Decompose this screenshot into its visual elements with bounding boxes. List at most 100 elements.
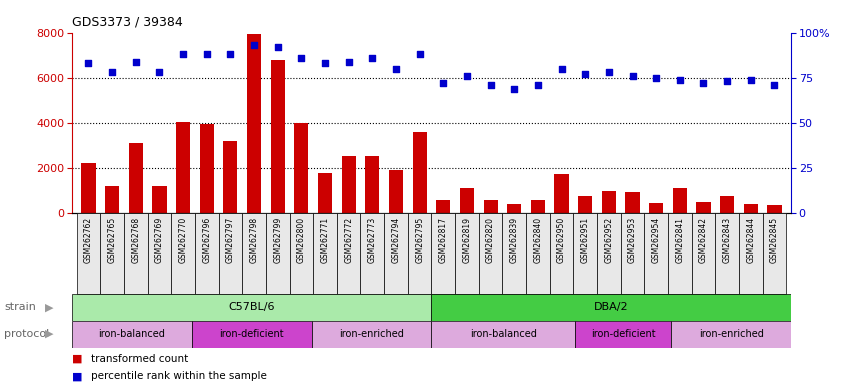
Text: GSM262770: GSM262770	[179, 217, 188, 263]
Text: GSM262954: GSM262954	[651, 217, 661, 263]
Text: GSM262799: GSM262799	[273, 217, 283, 263]
Bar	[597, 213, 621, 294]
Point	[342, 58, 355, 65]
Text: GSM262795: GSM262795	[415, 217, 424, 263]
Text: GSM262794: GSM262794	[392, 217, 400, 263]
Text: GSM262817: GSM262817	[439, 217, 448, 263]
Bar	[105, 186, 119, 213]
Bar	[575, 321, 671, 348]
Text: GSM262951: GSM262951	[580, 217, 590, 263]
Bar	[81, 164, 96, 213]
Text: GSM262952: GSM262952	[604, 217, 613, 263]
Point	[176, 51, 190, 57]
Point	[413, 51, 426, 57]
Point	[437, 80, 450, 86]
Bar	[621, 213, 645, 294]
Bar	[460, 188, 474, 213]
Bar	[507, 204, 521, 213]
Bar	[645, 213, 668, 294]
Text: ▶: ▶	[45, 329, 53, 339]
Bar	[413, 132, 426, 213]
Bar	[266, 213, 289, 294]
Bar	[692, 213, 716, 294]
Bar	[337, 213, 360, 294]
Text: DBA/2: DBA/2	[594, 302, 629, 312]
Point	[318, 60, 332, 66]
Text: percentile rank within the sample: percentile rank within the sample	[91, 371, 266, 381]
Text: GSM262819: GSM262819	[463, 217, 471, 263]
Bar	[673, 188, 687, 213]
Bar	[408, 213, 431, 294]
Point	[508, 86, 521, 92]
Text: transformed count: transformed count	[91, 354, 188, 364]
Bar	[384, 213, 408, 294]
Point	[152, 69, 166, 75]
Bar	[503, 213, 526, 294]
Text: GSM262820: GSM262820	[486, 217, 495, 263]
Bar	[171, 213, 195, 294]
Bar	[762, 213, 786, 294]
Text: iron-enriched: iron-enriched	[699, 329, 764, 339]
Bar	[574, 213, 597, 294]
Text: strain: strain	[4, 302, 36, 312]
Bar	[696, 202, 711, 213]
Bar	[455, 213, 479, 294]
Text: ▶: ▶	[45, 302, 53, 312]
Bar	[318, 172, 332, 213]
Text: GSM262844: GSM262844	[746, 217, 755, 263]
Text: GDS3373 / 39384: GDS3373 / 39384	[72, 16, 183, 29]
Bar	[526, 213, 550, 294]
Point	[106, 69, 119, 75]
Bar	[72, 321, 192, 348]
Text: GSM262798: GSM262798	[250, 217, 259, 263]
Bar	[72, 294, 431, 321]
Bar	[716, 213, 739, 294]
Bar	[313, 213, 337, 294]
Bar	[200, 124, 214, 213]
Text: C57BL/6: C57BL/6	[228, 302, 275, 312]
Bar	[625, 192, 640, 213]
Point	[579, 71, 592, 77]
Bar	[195, 213, 218, 294]
Text: iron-deficient: iron-deficient	[219, 329, 284, 339]
Bar	[360, 213, 384, 294]
Text: GSM262772: GSM262772	[344, 217, 353, 263]
Bar	[431, 213, 455, 294]
Point	[673, 76, 687, 83]
Text: GSM262768: GSM262768	[131, 217, 140, 263]
Bar	[431, 294, 791, 321]
Point	[389, 66, 403, 72]
Bar	[218, 213, 242, 294]
Point	[767, 82, 781, 88]
Bar	[77, 213, 101, 294]
Bar	[271, 60, 285, 213]
Text: ■: ■	[72, 354, 82, 364]
Bar	[342, 156, 356, 213]
Point	[82, 60, 96, 66]
Bar	[671, 321, 791, 348]
Text: GSM262839: GSM262839	[510, 217, 519, 263]
Bar	[124, 213, 147, 294]
Point	[365, 55, 379, 61]
Bar	[649, 203, 663, 213]
Bar	[311, 321, 431, 348]
Point	[697, 80, 711, 86]
Text: ■: ■	[72, 371, 82, 381]
Text: GSM262769: GSM262769	[155, 217, 164, 263]
Point	[626, 73, 640, 79]
Point	[247, 42, 261, 48]
Bar	[578, 196, 592, 213]
Bar	[530, 200, 545, 213]
Bar	[101, 213, 124, 294]
Bar	[223, 141, 238, 213]
Bar	[129, 143, 143, 213]
Bar	[767, 205, 782, 213]
Bar	[242, 213, 266, 294]
Text: GSM262845: GSM262845	[770, 217, 779, 263]
Bar	[668, 213, 692, 294]
Bar	[554, 174, 569, 213]
Point	[271, 44, 284, 50]
Bar	[602, 190, 616, 213]
Text: GSM262843: GSM262843	[722, 217, 732, 263]
Text: iron-deficient: iron-deficient	[591, 329, 656, 339]
